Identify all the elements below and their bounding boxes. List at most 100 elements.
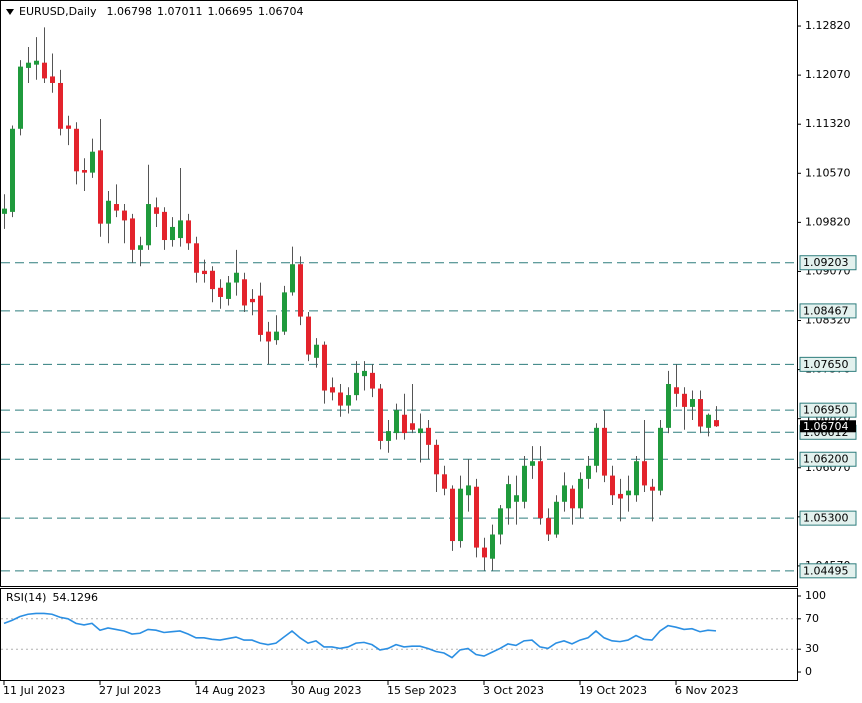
candle-body xyxy=(98,150,103,224)
candle-body xyxy=(402,414,407,434)
candle-body xyxy=(482,547,487,558)
rsi-pane-frame xyxy=(0,588,798,681)
level-label: 1.06200 xyxy=(803,453,849,466)
symbol: EURUSD,Daily xyxy=(19,5,97,18)
ohlc-h: 1.07011 xyxy=(157,5,203,18)
candle-body xyxy=(666,383,671,428)
candle-body xyxy=(714,420,719,427)
level-label-box xyxy=(799,402,857,418)
candle-body xyxy=(610,475,615,496)
candle-body xyxy=(130,218,135,250)
candle-body xyxy=(650,486,655,491)
candle-body xyxy=(154,207,159,214)
candle-body xyxy=(322,344,327,391)
candle-body xyxy=(562,485,567,502)
candle-body xyxy=(530,461,535,466)
candle-body xyxy=(642,461,647,486)
level-label: 1.06950 xyxy=(803,404,849,417)
candle-body xyxy=(690,399,695,407)
candle-body xyxy=(218,287,223,297)
candle-body xyxy=(290,264,295,293)
candle-body xyxy=(474,486,479,548)
level-label-box xyxy=(799,451,857,467)
candle-body xyxy=(146,204,151,246)
rsi-y-tick-label: 100 xyxy=(805,589,826,602)
candle-body xyxy=(266,331,271,342)
candle-body xyxy=(234,272,239,283)
candle-body xyxy=(498,508,503,535)
candle-body xyxy=(578,478,583,509)
candle-body xyxy=(258,295,263,335)
candle-body xyxy=(698,399,703,427)
level-label-box xyxy=(799,303,857,319)
candle-body xyxy=(178,220,183,239)
candle-body xyxy=(242,279,247,306)
x-tick-label: 30 Aug 2023 xyxy=(291,684,361,697)
x-tick-label: 3 Oct 2023 xyxy=(483,684,544,697)
candle-body xyxy=(522,465,527,502)
candle-body xyxy=(466,485,471,496)
candle-body xyxy=(618,493,623,499)
y-tick-label: 1.12820 xyxy=(805,19,851,32)
ohlc-o: 1.06798 xyxy=(106,5,152,18)
candle-body xyxy=(538,461,543,519)
candle-body xyxy=(282,292,287,332)
ohlc-l: 1.06695 xyxy=(207,5,253,18)
candle-body xyxy=(346,395,351,406)
candle-body xyxy=(82,170,87,173)
y-tick-label: 1.09820 xyxy=(805,215,851,228)
level-label: 1.09203 xyxy=(803,256,849,269)
candle-body xyxy=(162,211,167,241)
candle-body xyxy=(658,427,663,491)
x-tick-label: 19 Oct 2023 xyxy=(579,684,647,697)
rsi-y-tick-label: 70 xyxy=(805,612,819,625)
candle-body xyxy=(186,220,191,244)
y-tick-label: 1.11320 xyxy=(805,117,851,130)
rsi-value: 54.1296 xyxy=(52,591,98,604)
candle-body xyxy=(682,393,687,407)
candle-body xyxy=(330,387,335,393)
candle-body xyxy=(514,495,519,502)
candle-body xyxy=(18,66,23,129)
candle-body xyxy=(394,410,399,434)
candle-body xyxy=(306,316,311,355)
candle-body xyxy=(418,428,423,434)
candle-body xyxy=(34,60,39,65)
candle-body xyxy=(490,534,495,559)
candle-body xyxy=(210,270,215,290)
candle-body xyxy=(10,128,15,212)
candle-body xyxy=(106,200,111,224)
candle-body xyxy=(42,62,47,79)
candle-body xyxy=(450,488,455,542)
candle-body xyxy=(58,82,63,129)
level-label: 1.08467 xyxy=(803,304,849,317)
rsi-y-tick-label: 0 xyxy=(805,665,812,678)
x-tick-label: 6 Nov 2023 xyxy=(675,684,738,697)
candle-body xyxy=(706,414,711,428)
candle-body xyxy=(354,372,359,396)
candle-body xyxy=(298,264,303,317)
main-pane-frame xyxy=(0,0,798,587)
candle-body xyxy=(634,461,639,496)
level-label-box xyxy=(799,255,857,271)
candle-body xyxy=(626,490,631,496)
candle-body xyxy=(434,444,439,475)
y-tick-label: 1.12070 xyxy=(805,68,851,81)
candle-body xyxy=(194,243,199,273)
x-tick-label: 15 Sep 2023 xyxy=(387,684,457,697)
candle-body xyxy=(338,392,343,406)
candle-body xyxy=(122,210,127,221)
rsi-name: RSI(14) xyxy=(6,591,46,604)
candle-body xyxy=(114,204,119,211)
level-label: 1.05300 xyxy=(803,512,849,525)
x-tick-label: 14 Aug 2023 xyxy=(195,684,265,697)
candle-body xyxy=(370,372,375,389)
candle-body xyxy=(74,128,79,172)
rsi-y-tick-label: 30 xyxy=(805,642,819,655)
candle-body xyxy=(442,474,447,489)
candle-body xyxy=(674,387,679,394)
candle-body xyxy=(554,501,559,535)
candle-body xyxy=(378,388,383,441)
candle-body xyxy=(138,245,143,250)
